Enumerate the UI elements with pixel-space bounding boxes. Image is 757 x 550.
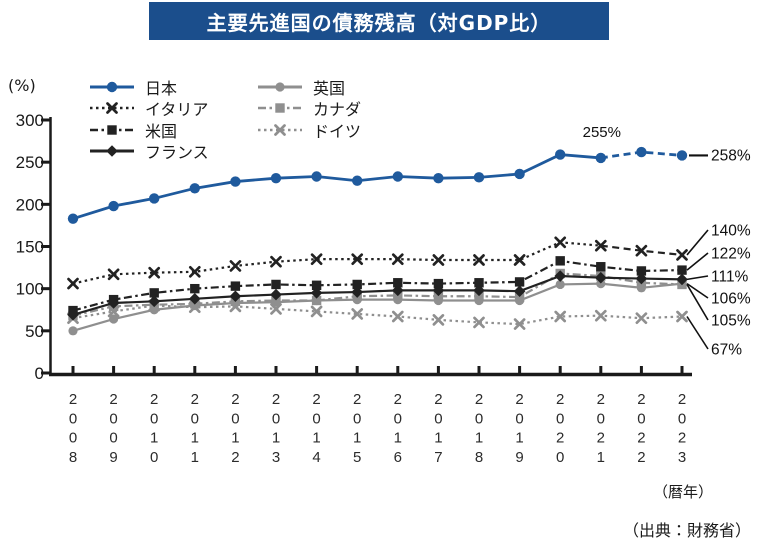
legend-label-uk: 英国: [313, 78, 346, 98]
end-label-italy: 140%: [711, 223, 751, 240]
end-label-japan: 258%: [711, 148, 751, 165]
y-tick-label: 300: [16, 111, 44, 130]
legend-swatch-france: [90, 145, 134, 158]
y-axis-unit-label: (%): [8, 76, 36, 95]
legend-item-usa: 米国: [88, 119, 256, 141]
legend-item-japan: 日本: [88, 76, 256, 98]
y-tick-label: 50: [25, 322, 44, 341]
annotation-japan: 255%: [583, 124, 621, 141]
y-tick-label: 0: [35, 364, 44, 383]
y-tick-label: 250: [16, 153, 44, 172]
end-label-uk: 106%: [711, 291, 751, 308]
axes: 0 50 100 150 200 250 300 2 0 0 8 2 0 0 9 2 0 1 0 2 0 1 1 2 0 1 2 2 0…: [16, 111, 692, 466]
y-tick-label: 200: [16, 195, 44, 214]
y-tick-label: 150: [16, 238, 44, 257]
legend-label-canada: カナダ: [313, 100, 362, 120]
x-axis-note: （暦年）: [652, 483, 713, 501]
legend-label-germany: ドイツ: [313, 121, 362, 141]
series-germany: [67, 299, 688, 330]
end-label-usa: 122%: [711, 246, 751, 263]
chart-title-bar: 主要先進国の債務残高（対GDP比）: [149, 2, 609, 40]
legend-swatch-usa: [90, 125, 134, 135]
legend-swatch-canada: [258, 103, 302, 113]
series-japan: 255%: [67, 124, 688, 224]
series-italy: [67, 236, 688, 290]
legend-swatch-germany: [258, 123, 302, 136]
legend-label-italy: イタリア: [145, 100, 209, 120]
chart-legend: 日本 イタリア 米国 フランス 英国 カナダ ドイツ: [88, 76, 416, 162]
legend-swatch-japan: [90, 81, 134, 92]
end-label-canada: 105%: [711, 313, 751, 330]
end-label-france: 111%: [711, 269, 749, 286]
end-labels: 258% 140% 122% 111% 106% 105% 67%: [686, 148, 751, 359]
series-france: [67, 270, 688, 321]
legend-label-japan: 日本: [145, 78, 178, 98]
y-tick-label: 100: [16, 280, 44, 299]
chart-title: 主要先進国の債務残高（対GDP比）: [206, 10, 552, 35]
legend-label-usa: 米国: [145, 121, 178, 141]
legend-swatch-italy: [90, 102, 134, 115]
legend-swatch-uk: [258, 82, 302, 92]
legend-item-uk: 英国: [256, 76, 416, 98]
end-label-germany: 67%: [711, 342, 742, 359]
legend-item-france: フランス: [88, 141, 256, 163]
legend-label-france: フランス: [145, 143, 209, 163]
series-usa: [68, 256, 687, 316]
source-note: （出典：財務省）: [622, 521, 751, 540]
legend-item-canada: カナダ: [256, 98, 416, 120]
legend-item-italy: イタリア: [88, 98, 256, 120]
series-uk: [68, 279, 687, 336]
legend-item-germany: ドイツ: [256, 119, 416, 141]
